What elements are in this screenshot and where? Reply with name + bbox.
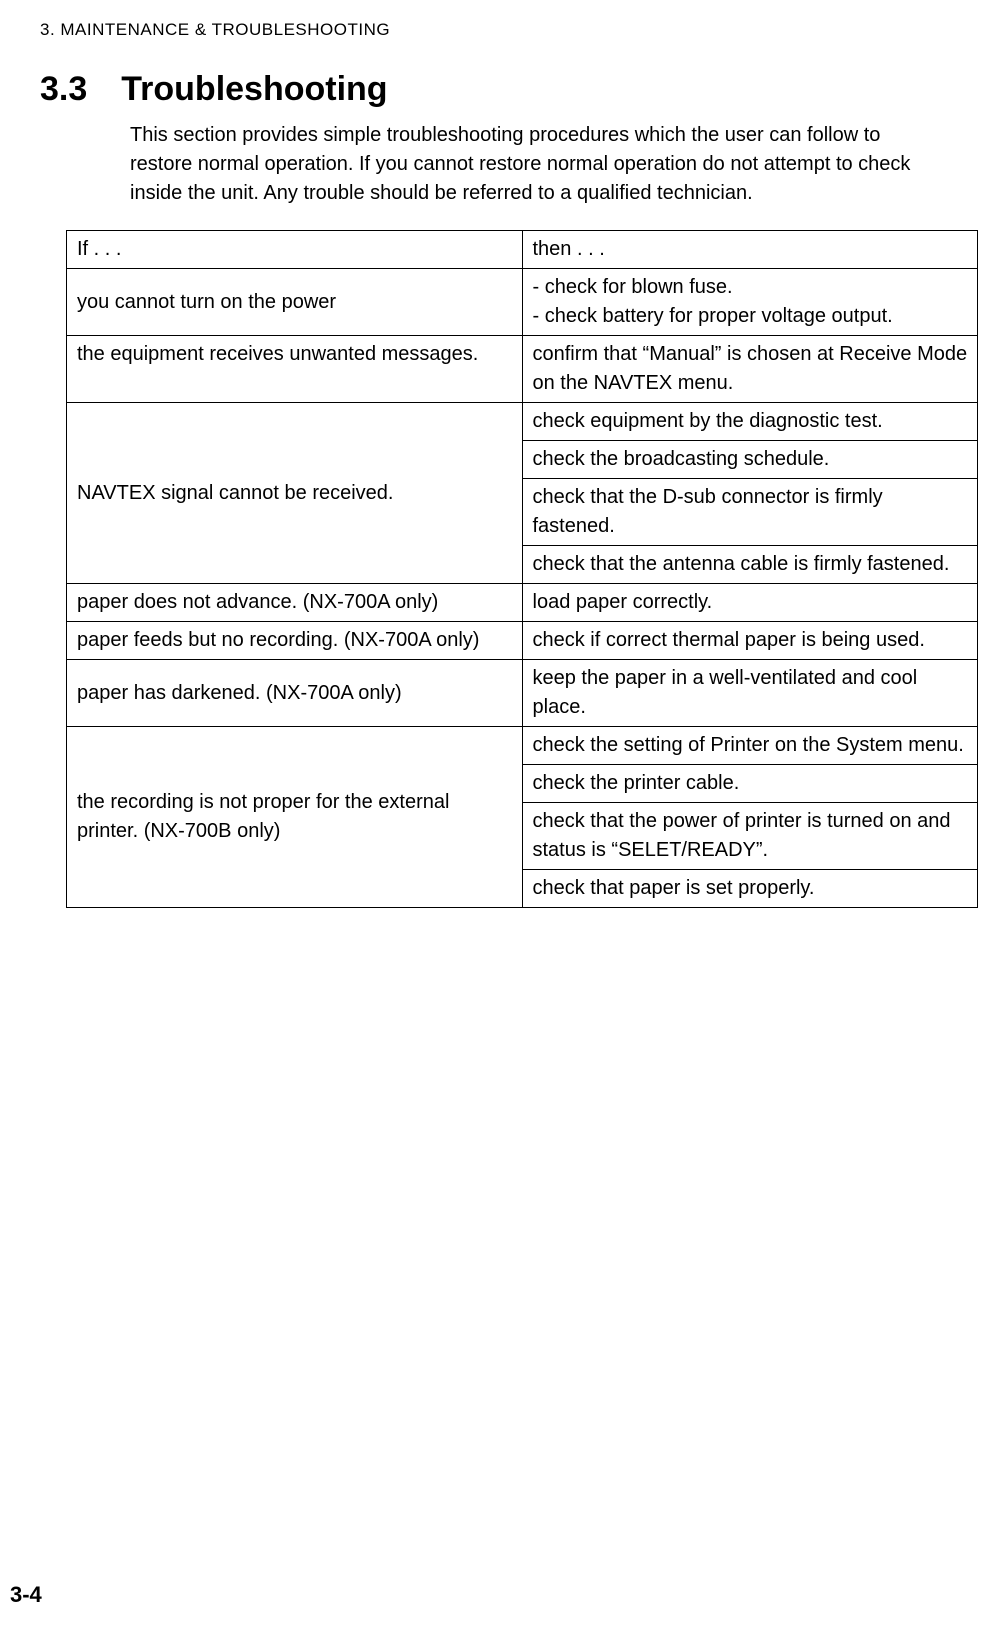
table-header-row: If . . . then . . . bbox=[67, 231, 978, 269]
section-intro: This section provides simple troubleshoo… bbox=[130, 121, 944, 208]
cell-if: NAVTEX signal cannot be received. bbox=[67, 403, 523, 584]
cell-then: check the broadcasting schedule. bbox=[522, 441, 978, 479]
cell-then: - check for blown fuse. - check battery … bbox=[522, 269, 978, 336]
cell-then: check that paper is set properly. bbox=[522, 870, 978, 908]
then-line: - check battery for proper voltage outpu… bbox=[533, 302, 970, 331]
cell-then: check that the D-sub connector is firmly… bbox=[522, 479, 978, 546]
cell-if: paper feeds but no recording. (NX-700A o… bbox=[67, 622, 523, 660]
cell-if: the equipment receives unwanted messages… bbox=[67, 336, 523, 403]
page-number: 3-4 bbox=[10, 1582, 42, 1608]
section-number: 3.3 bbox=[40, 70, 87, 109]
cell-then: confirm that “Manual” is chosen at Recei… bbox=[522, 336, 978, 403]
cell-if: paper does not advance. (NX-700A only) bbox=[67, 584, 523, 622]
cell-then: check the setting of Printer on the Syst… bbox=[522, 727, 978, 765]
table-row: the equipment receives unwanted messages… bbox=[67, 336, 978, 403]
table-row: paper has darkened. (NX-700A only) keep … bbox=[67, 660, 978, 727]
cell-then: check the printer cable. bbox=[522, 765, 978, 803]
table-row: the recording is not proper for the exte… bbox=[67, 727, 978, 765]
col-header-if: If . . . bbox=[67, 231, 523, 269]
cell-if: you cannot turn on the power bbox=[67, 269, 523, 336]
section-heading: 3.3 Troubleshooting bbox=[40, 70, 944, 109]
cell-if: the recording is not proper for the exte… bbox=[67, 727, 523, 908]
section-title: Troubleshooting bbox=[121, 70, 387, 109]
col-header-then: then . . . bbox=[522, 231, 978, 269]
cell-then: check that the power of printer is turne… bbox=[522, 803, 978, 870]
then-line: - check for blown fuse. bbox=[533, 273, 970, 302]
cell-then: load paper correctly. bbox=[522, 584, 978, 622]
table-row: you cannot turn on the power - check for… bbox=[67, 269, 978, 336]
table-row: paper feeds but no recording. (NX-700A o… bbox=[67, 622, 978, 660]
cell-if: paper has darkened. (NX-700A only) bbox=[67, 660, 523, 727]
troubleshooting-table: If . . . then . . . you cannot turn on t… bbox=[66, 230, 978, 908]
table-row: NAVTEX signal cannot be received. check … bbox=[67, 403, 978, 441]
cell-then: check if correct thermal paper is being … bbox=[522, 622, 978, 660]
cell-then: keep the paper in a well-ventilated and … bbox=[522, 660, 978, 727]
running-head: 3. MAINTENANCE & TROUBLESHOOTING bbox=[40, 20, 944, 40]
table-row: paper does not advance. (NX-700A only) l… bbox=[67, 584, 978, 622]
cell-then: check equipment by the diagnostic test. bbox=[522, 403, 978, 441]
cell-then: check that the antenna cable is firmly f… bbox=[522, 546, 978, 584]
